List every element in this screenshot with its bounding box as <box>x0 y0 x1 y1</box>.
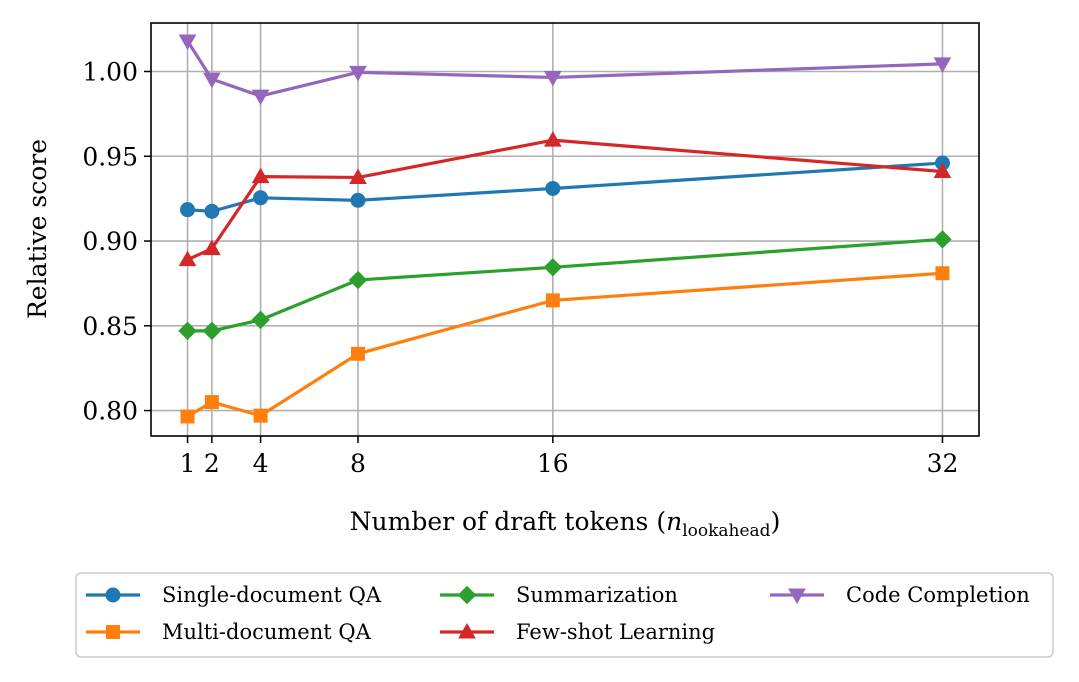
x-axis-label-main: Number of draft tokens ( <box>350 507 666 536</box>
x-tick-label: 16 <box>537 449 569 478</box>
data-point <box>935 266 950 281</box>
series-few-shot-learning <box>178 131 952 267</box>
series-line <box>186 271 943 418</box>
y-tick-label: 0.90 <box>82 227 138 256</box>
legend-item: Single-document QA <box>86 583 382 607</box>
series-multi-document-qa <box>180 266 950 424</box>
plot-frame <box>150 22 980 437</box>
series-summarization <box>178 230 952 341</box>
data-point <box>351 346 365 361</box>
legend-label: Few-shot Learning <box>516 620 715 644</box>
legend-label: Multi-document QA <box>162 620 372 644</box>
axis-ticks: 1 2 4 8 16 32 0.80 0.85 0.90 0.95 1.00 <box>82 57 958 478</box>
legend-item: Multi-document QA <box>86 620 372 644</box>
legend: Single-document QA Multi-document QA Summa… <box>75 572 1054 658</box>
data-point <box>251 310 270 330</box>
data-point <box>543 258 563 277</box>
y-tick-label: 1.00 <box>82 57 138 86</box>
legend-item: Code Completion <box>770 583 1030 607</box>
legend-marker <box>105 587 121 603</box>
y-tick-label: 0.80 <box>82 397 138 426</box>
grid <box>151 23 979 436</box>
data-point <box>933 230 952 249</box>
series-line <box>187 237 943 333</box>
data-point <box>349 65 367 82</box>
legend-marker <box>458 622 476 639</box>
data-point <box>204 203 220 219</box>
y-tick-label: 0.85 <box>82 312 138 341</box>
data-point <box>178 250 197 267</box>
x-tick-label: 4 <box>253 449 269 478</box>
data-point <box>545 180 561 196</box>
x-tick-label: 2 <box>204 449 220 478</box>
x-tick-label: 32 <box>927 449 959 478</box>
data-point <box>180 409 195 424</box>
y-tick-label: 0.95 <box>82 142 138 171</box>
legend-marker <box>457 585 477 605</box>
data-point <box>543 70 562 87</box>
data-point <box>545 293 560 308</box>
data-point <box>349 168 367 184</box>
data-point <box>203 72 221 89</box>
y-axis-label: Relative score <box>23 139 52 319</box>
data-point <box>350 192 366 208</box>
x-axis-label: Number of draft tokens (nlookahead) <box>350 507 781 541</box>
data-point <box>543 131 562 147</box>
data-point <box>348 270 368 290</box>
legend-item: Few-shot Learning <box>440 620 715 644</box>
x-tick-label: 1 <box>180 449 196 478</box>
data-point <box>178 34 197 50</box>
legend-label: Summarization <box>516 583 678 607</box>
data-point <box>178 321 197 341</box>
x-axis-label-sub: lookahead <box>682 521 770 541</box>
series-single-document-qa <box>180 155 950 219</box>
x-tick-label: 8 <box>350 449 366 478</box>
data-point <box>204 395 219 410</box>
legend-marker <box>788 588 806 605</box>
data-point <box>202 321 222 341</box>
legend-label: Single-document QA <box>162 583 382 607</box>
data-point <box>253 408 268 423</box>
data-point <box>933 162 952 179</box>
x-axis-label-var: n <box>666 507 682 536</box>
legend-label: Code Completion <box>846 583 1030 607</box>
series-line <box>186 40 943 98</box>
legend-marker <box>106 625 120 639</box>
series-layer <box>178 34 952 424</box>
data-point <box>251 89 270 106</box>
series-line <box>187 161 943 213</box>
data-point <box>253 190 269 206</box>
data-point <box>251 167 270 184</box>
data-point <box>203 239 221 256</box>
data-point <box>933 57 952 73</box>
data-point <box>180 202 196 218</box>
series-code-completion <box>178 34 952 106</box>
legend-item: Summarization <box>440 583 678 607</box>
x-axis-label-close: ) <box>771 507 781 536</box>
